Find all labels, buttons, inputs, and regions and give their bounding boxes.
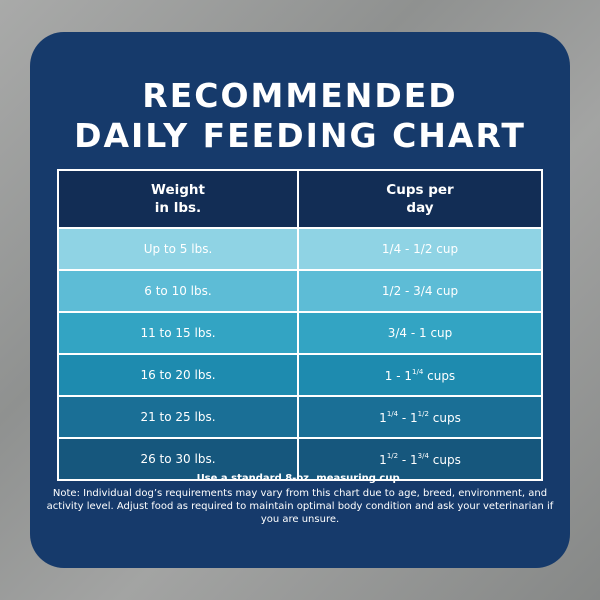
cups-unit: cups	[428, 410, 461, 425]
title-line-2: DAILY FEEDING CHART	[74, 116, 526, 155]
cups-fraction: 1/2	[417, 409, 429, 418]
table-row: 26 to 30 lbs. 11/2 - 13/4 cups	[59, 437, 541, 479]
cups-fraction: 1/2	[386, 451, 399, 460]
cups-text: 3/4 - 1 cup	[387, 326, 453, 340]
weight-cell: 6 to 10 lbs.	[59, 271, 299, 311]
feeding-table: Weight in lbs. Cups per day Up to 5 lbs.…	[57, 169, 543, 481]
weight-header: Weight in lbs.	[59, 171, 299, 227]
table-header-row: Weight in lbs. Cups per day	[59, 171, 541, 227]
cups-text: 1/4 - 1/2 cup	[381, 242, 459, 256]
weight-cell: 16 to 20 lbs.	[59, 355, 299, 395]
cups-unit: cups	[423, 368, 456, 383]
table-row: 11 to 15 lbs. 3/4 - 1 cup	[59, 311, 541, 353]
weight-cell: Up to 5 lbs.	[59, 229, 299, 269]
weight-cell: 11 to 15 lbs.	[59, 313, 299, 353]
table-row: 21 to 25 lbs. 11/4 - 11/2 cups	[59, 395, 541, 437]
cups-text-mid: - 1	[398, 410, 418, 425]
cups-fraction: 1/4	[386, 409, 399, 418]
measuring-cup-note: Use a standard 8-oz. measuring cup.	[196, 473, 404, 484]
cups-unit: cups	[428, 452, 461, 467]
cups-text: 1 - 1	[384, 368, 413, 383]
cups-cell: 1/4 - 1/2 cup	[299, 229, 541, 269]
table-row: 6 to 10 lbs. 1/2 - 3/4 cup	[59, 269, 541, 311]
weight-header-line-1: Weight	[151, 182, 205, 198]
cups-text: 1	[379, 410, 387, 425]
cups-fraction: 1/4	[412, 367, 424, 376]
cups-text: 1	[379, 452, 387, 467]
cups-text-mid: - 1	[398, 452, 418, 467]
cups-fraction: 3/4	[417, 451, 429, 460]
weight-cell: 21 to 25 lbs.	[59, 397, 299, 437]
notes: Use a standard 8-oz. measuring cup. Note…	[40, 472, 560, 526]
cups-cell: 11/2 - 13/4 cups	[299, 439, 541, 479]
table-row: Up to 5 lbs. 1/4 - 1/2 cup	[59, 227, 541, 269]
cups-cell: 11/4 - 11/2 cups	[299, 397, 541, 437]
cups-cell: 3/4 - 1 cup	[299, 313, 541, 353]
cups-header-line-1: Cups per	[386, 182, 454, 198]
weight-header-line-2: in lbs.	[154, 200, 202, 216]
cups-header: Cups per day	[299, 171, 541, 227]
cups-header-line-2: day	[406, 200, 434, 216]
table-row: 16 to 20 lbs. 1 - 11/4 cups	[59, 353, 541, 395]
cups-cell: 1 - 11/4 cups	[299, 355, 541, 395]
cups-cell: 1/2 - 3/4 cup	[299, 271, 541, 311]
weight-cell: 26 to 30 lbs.	[59, 439, 299, 479]
feeding-chart-card: RECOMMENDED DAILY FEEDING CHART Weight i…	[30, 32, 570, 568]
title-line-1: RECOMMENDED	[142, 76, 458, 115]
cups-text: 1/2 - 3/4 cup	[381, 284, 459, 298]
disclaimer-note: Note: Individual dog’s requirements may …	[46, 488, 554, 525]
